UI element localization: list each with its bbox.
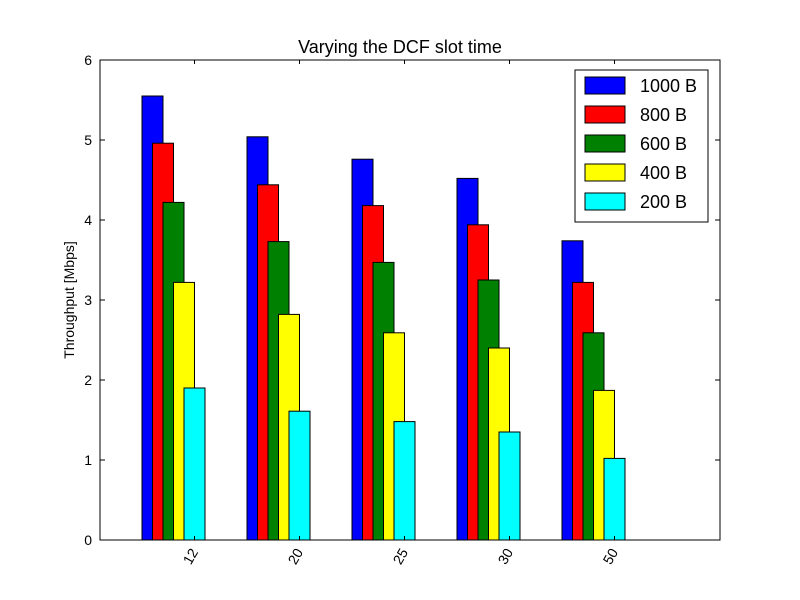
y-tick-label: 4	[84, 212, 92, 228]
plot-frame	[99, 59, 721, 541]
legend-swatch	[584, 105, 626, 124]
legend-label: 600 B	[640, 134, 687, 154]
legend-swatch	[584, 163, 626, 182]
bars-layer	[141, 95, 626, 541]
bar-200b-20	[288, 410, 311, 541]
legend-label: 1000 B	[640, 76, 697, 96]
legend-swatch	[584, 76, 626, 95]
bar-200b-50	[603, 457, 626, 541]
x-tick-label: 30	[494, 545, 516, 567]
y-tick-label: 3	[84, 292, 92, 308]
legend-label: 800 B	[640, 105, 687, 125]
legend-label: 400 B	[640, 163, 687, 183]
legend: 1000 B 800 B 600 B 400 B 200 B	[574, 69, 709, 223]
y-tick-label: 0	[84, 532, 92, 548]
bar-200b-25	[393, 421, 416, 541]
legend-label: 200 B	[640, 192, 687, 212]
y-tick-label: 5	[84, 132, 92, 148]
bar-200b-12	[183, 387, 206, 541]
legend-swatch	[584, 192, 626, 211]
x-tick-label: 20	[284, 545, 306, 567]
x-tick-label: 25	[389, 545, 411, 567]
y-tick-label: 1	[84, 452, 92, 468]
y-tick-label: 2	[84, 372, 92, 388]
x-tick-label: 12	[179, 545, 201, 567]
legend-swatch	[584, 134, 626, 153]
y-tick-label: 6	[84, 52, 92, 68]
bar-200b-30	[498, 431, 521, 541]
chart-title: Varying the DCF slot time	[298, 37, 502, 57]
y-axis-label: Throughput [Mbps]	[61, 241, 77, 359]
x-tick-label: 50	[599, 545, 621, 567]
